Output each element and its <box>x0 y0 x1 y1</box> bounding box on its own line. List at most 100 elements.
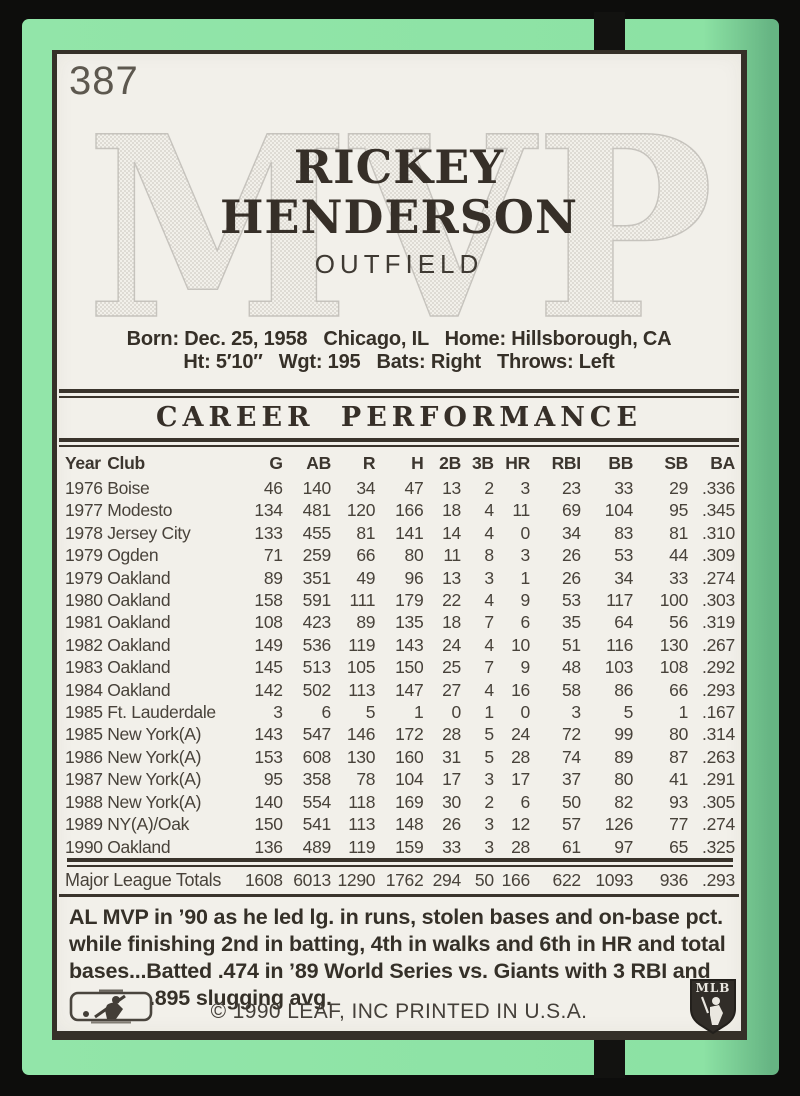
stat-value: 455 <box>302 522 332 543</box>
stat-value: 259 <box>302 545 332 566</box>
stat-value: 86 <box>614 679 634 700</box>
stat-value: 169 <box>395 791 424 812</box>
divider-rule <box>59 389 739 398</box>
stat-value: 5 <box>623 702 634 723</box>
stat-year: 1977 <box>65 500 103 521</box>
stat-value: 64 <box>614 612 634 633</box>
stat-value: 146 <box>346 724 376 745</box>
stat-value: 1 <box>484 702 494 723</box>
stat-value: 72 <box>561 724 581 745</box>
totals-ba: .293 <box>702 869 735 890</box>
stat-year: 1976 <box>65 478 103 498</box>
stat-club: New York(A) <box>107 769 202 790</box>
stat-value: 9 <box>520 590 531 611</box>
stat-value: 82 <box>614 791 634 812</box>
stat-club: New York(A) <box>107 746 202 767</box>
col-header-hr: HR <box>505 453 530 473</box>
col-header-r: R <box>362 453 376 473</box>
stat-value: 22 <box>442 590 461 611</box>
stat-value: 502 <box>302 679 332 700</box>
stat-value: 93 <box>669 791 689 812</box>
stat-value: 113 <box>348 679 376 700</box>
stat-value: 69 <box>561 500 581 521</box>
stat-year: 1979 <box>65 567 103 588</box>
stat-value: 74 <box>561 746 581 767</box>
stat-value: 149 <box>254 634 283 655</box>
stat-value: 172 <box>395 724 424 745</box>
totals-bb: 1093 <box>595 869 634 890</box>
stat-value: 66 <box>356 545 376 566</box>
card-number: 387 <box>69 59 139 103</box>
totals-2b: 294 <box>432 869 462 890</box>
totals-divider-rule <box>67 857 733 867</box>
stat-value: 0 <box>520 522 531 543</box>
stat-value: 97 <box>614 836 634 857</box>
stat-value: .309 <box>702 545 735 566</box>
stat-value: 14 <box>442 522 461 543</box>
stat-value: 80 <box>669 724 689 745</box>
totals-g: 1608 <box>245 869 283 890</box>
stat-value: 28 <box>511 746 530 767</box>
stats-grid: Year Club G AB R H 2B 3B HR RBI BB SB BA… <box>65 449 735 894</box>
stat-value: 3 <box>484 769 494 790</box>
stat-value: 57 <box>561 814 581 835</box>
stat-value: .314 <box>702 724 735 745</box>
stat-value: 150 <box>395 657 424 678</box>
stat-value: 118 <box>348 791 376 812</box>
stat-value: 47 <box>404 478 424 498</box>
stat-club: New York(A) <box>107 724 202 745</box>
player-last-name: HENDERSON <box>219 190 579 244</box>
stat-value: 33 <box>442 836 461 857</box>
col-header-2b: 2B <box>439 453 461 473</box>
stat-value: 116 <box>606 634 634 655</box>
stat-value: 78 <box>356 769 376 790</box>
totals-label: Major League Totals <box>65 869 222 890</box>
stat-value: 6 <box>321 702 332 723</box>
stat-value: 26 <box>561 545 581 566</box>
stat-value: 108 <box>254 612 283 633</box>
stat-value: 12 <box>511 814 530 835</box>
stat-value: 0 <box>520 702 531 723</box>
stat-value: 33 <box>669 567 689 588</box>
bio-block: Born: Dec. 25, 1958 Chicago, IL Home: Hi… <box>57 328 741 374</box>
totals-rbi: 622 <box>552 869 582 890</box>
stat-value: 46 <box>263 478 283 498</box>
stat-value: 4 <box>484 679 494 700</box>
stat-value: 28 <box>511 836 530 857</box>
copyright-text: © 1990 LEAF, INC PRINTED IN U.S.A. <box>210 1000 588 1023</box>
stat-value: 3 <box>520 478 531 498</box>
stat-club: Oakland <box>107 836 171 857</box>
stat-value: 89 <box>356 612 376 633</box>
stat-value: 53 <box>614 545 634 566</box>
section-title: CAREER PERFORMANCE <box>156 402 642 433</box>
stat-value: 4 <box>484 522 494 543</box>
stat-value: 6 <box>520 791 531 812</box>
stat-value: 159 <box>395 836 424 857</box>
stat-value: 30 <box>442 791 461 812</box>
stat-value: 117 <box>606 590 634 611</box>
stat-club: Boise <box>107 478 150 498</box>
stat-club: Modesto <box>107 500 173 521</box>
stat-value: .292 <box>702 657 735 678</box>
stat-value: .305 <box>702 791 735 812</box>
mlbpa-logo-icon <box>69 989 153 1024</box>
stat-value: 140 <box>254 791 283 812</box>
stat-value: .274 <box>702 814 735 835</box>
stat-value: .303 <box>702 590 735 611</box>
stat-year: 1990 <box>65 836 103 857</box>
col-header-ab: AB <box>306 453 331 473</box>
col-header-g: G <box>269 453 283 473</box>
col-header-ba: BA <box>710 453 735 473</box>
stat-value: 145 <box>254 657 283 678</box>
stat-value: .310 <box>702 522 735 543</box>
stat-value: 23 <box>561 478 581 498</box>
stat-value: 143 <box>395 634 424 655</box>
stat-club: Oakland <box>107 567 171 588</box>
stat-value: 591 <box>302 590 332 611</box>
stat-value: 130 <box>346 746 376 767</box>
stat-value: 11 <box>443 545 461 566</box>
stat-club: Oakland <box>107 679 171 700</box>
divider-rule <box>59 438 739 447</box>
stat-value: 41 <box>669 769 689 790</box>
stat-value: 56 <box>669 612 689 633</box>
